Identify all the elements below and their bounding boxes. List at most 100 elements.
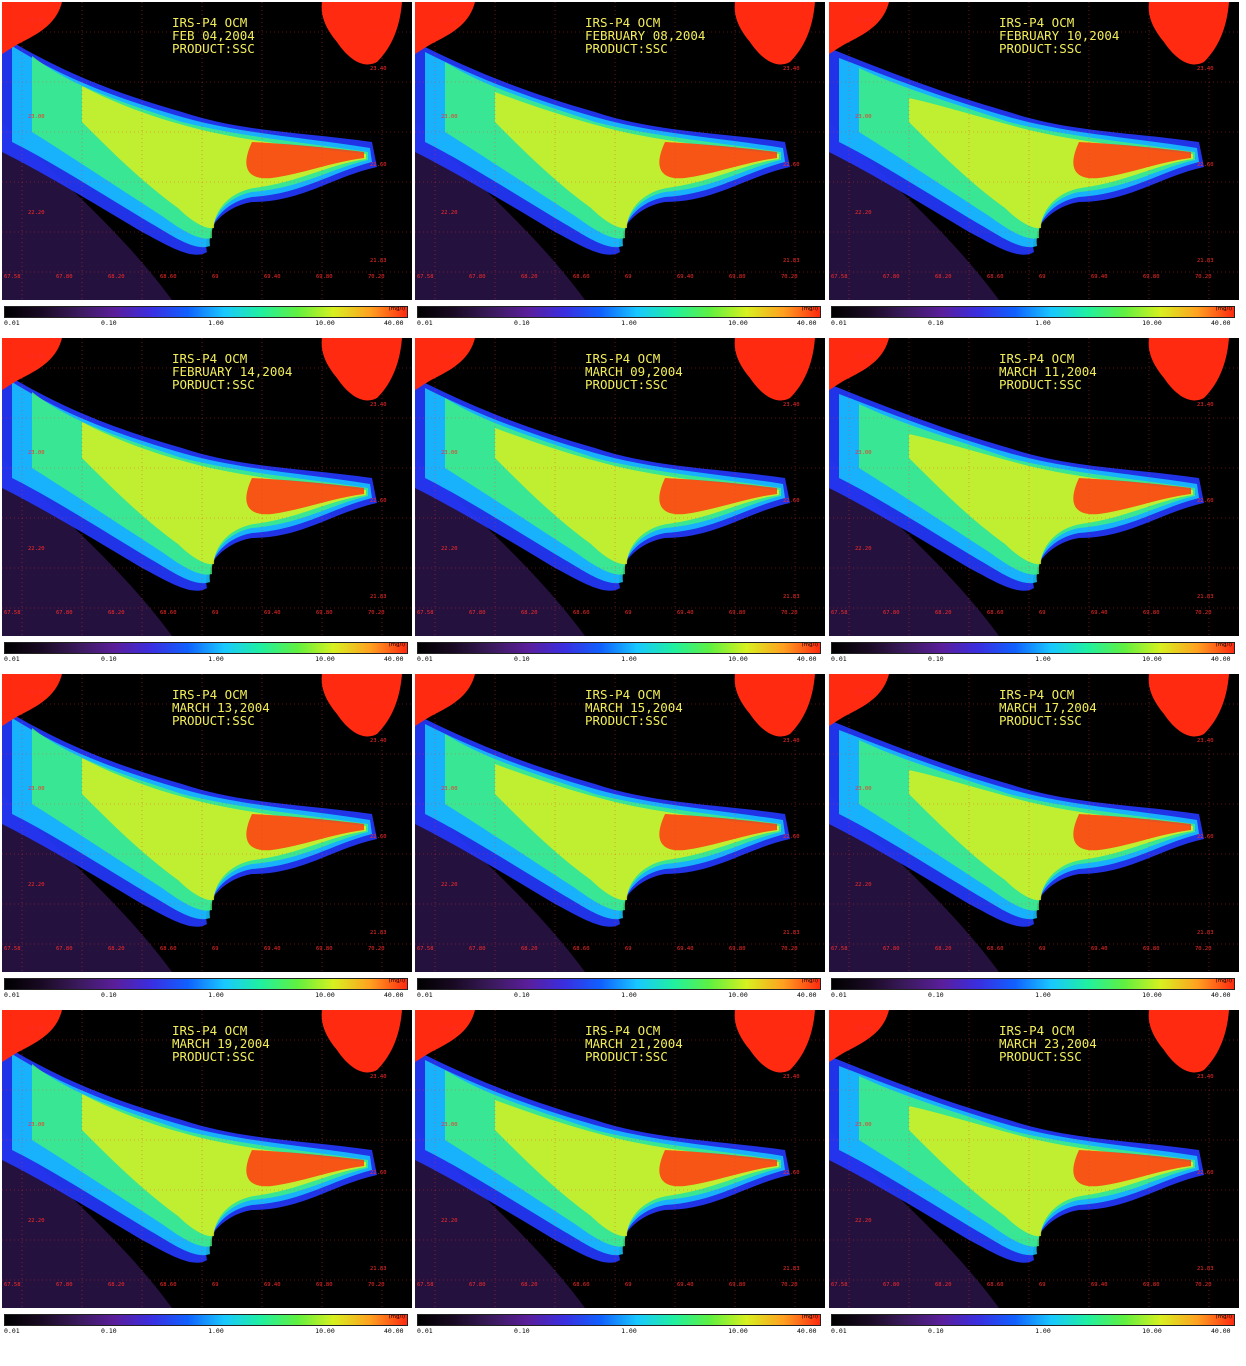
ssc-concentration-band [1073, 142, 1191, 179]
longitude-label: 68.20 [108, 274, 125, 280]
caption-date: FEBRUARY 10,2004 [999, 28, 1120, 43]
ssc-map-graphic: 67.58 67.80 68.20 68.60 69 69.40 69.80 70.20 23.… [415, 338, 825, 636]
latitude-label: 23.80 [441, 354, 458, 360]
ssc-concentration-band [659, 1150, 777, 1187]
longitude-label: 67.58 [417, 274, 434, 280]
longitude-label: 69 [625, 274, 632, 280]
ssc-map: 67.58 67.80 68.20 68.60 69 69.40 69.80 70.20 23.… [415, 2, 825, 300]
land-mass-northeast [734, 1010, 815, 1073]
colorbar-ticks: 0.01 0.10 1.00 10.00 40.00 [417, 318, 821, 328]
latitude-label: 22.60 [370, 498, 387, 504]
longitude-label: 67.80 [883, 946, 900, 952]
latitude-label: 23.80 [855, 18, 872, 24]
latitude-label: 21.83 [1197, 1266, 1214, 1272]
colorbar-tick-label: 0.01 [831, 655, 847, 663]
ssc-map: 67.58 67.80 68.20 68.60 69 69.40 69.80 70.20 23.… [829, 2, 1239, 300]
caption-date: MARCH 11,2004 [999, 364, 1097, 379]
latitude-label: 23.80 [28, 690, 45, 696]
longitude-label: 69.80 [1143, 1282, 1160, 1288]
colorbar-tick-label: 40.00 [797, 1327, 817, 1335]
latitude-label: 23.80 [855, 354, 872, 360]
ssc-concentration-band [659, 142, 777, 179]
caption-product: PRODUCT:SSC [172, 713, 255, 728]
ssc-panel: 67.58 67.80 68.20 68.60 69 69.40 69.80 70.20 23.… [2, 338, 412, 668]
colorbar-tick-label: 0.10 [101, 1327, 117, 1335]
panel-caption: IRS-P4 OCM MARCH 21,2004 PRODUCT:SSC [585, 1024, 683, 1063]
caption-date: FEBRUARY 14,2004 [172, 364, 293, 379]
land-mass-northwest [2, 674, 62, 726]
land-mass-northeast [1148, 1010, 1229, 1073]
latitude-label: 22.60 [1197, 498, 1214, 504]
longitude-label: 69.80 [729, 946, 746, 952]
ssc-panel: 67.58 67.80 68.20 68.60 69 69.40 69.80 70.20 23.… [415, 674, 825, 1004]
colorbar-unit: (mg/l) [801, 978, 818, 984]
colorbar-unit: (mg/l) [1215, 1314, 1232, 1320]
colorbar-tick-label: 1.00 [621, 991, 637, 999]
latitude-label: 23.40 [370, 1074, 387, 1080]
longitude-label: 69.40 [1091, 1282, 1108, 1288]
latitude-label: 23.80 [855, 1026, 872, 1032]
colorbar-tick-label: 10.00 [1142, 991, 1162, 999]
colorbar-tick-label: 0.10 [514, 1327, 530, 1335]
longitude-label: 69.40 [264, 610, 281, 616]
latitude-label: 23.40 [370, 738, 387, 744]
ssc-map: 67.58 67.80 68.20 68.60 69 69.40 69.80 70.20 23.… [415, 674, 825, 972]
panel-caption: IRS-P4 OCM MARCH 09,2004 PRODUCT:SSC [585, 352, 683, 391]
colorbar-unit: (mg/l) [801, 306, 818, 312]
colorbar-gradient: (mg/l) [4, 978, 408, 990]
ssc-panel: 67.58 67.80 68.20 68.60 69 69.40 69.80 70.20 23.… [829, 2, 1239, 332]
longitude-label: 68.60 [987, 946, 1004, 952]
colorbar: (mg/l) 0.01 0.10 1.00 10.00 40.00 [831, 978, 1235, 1000]
colorbar: (mg/l) 0.01 0.10 1.00 10.00 40.00 [417, 1314, 821, 1336]
colorbar-tick-label: 0.10 [101, 319, 117, 327]
longitude-label: 70.20 [1195, 274, 1212, 280]
colorbar-ticks: 0.01 0.10 1.00 10.00 40.00 [831, 990, 1235, 1000]
longitude-label: 68.20 [521, 1282, 538, 1288]
longitude-label: 69.40 [677, 946, 694, 952]
longitude-label: 69.40 [677, 1282, 694, 1288]
longitude-label: 70.20 [781, 946, 798, 952]
ssc-concentration-band [246, 478, 364, 515]
ssc-map-graphic: 67.58 67.80 68.20 68.60 69 69.40 69.80 70.20 23.… [415, 674, 825, 972]
ssc-concentration-band [246, 142, 364, 179]
colorbar-ticks: 0.01 0.10 1.00 10.00 40.00 [4, 990, 408, 1000]
longitude-label: 69.80 [1143, 946, 1160, 952]
longitude-label: 67.58 [4, 1282, 21, 1288]
ssc-panel: 67.58 67.80 68.20 68.60 69 69.40 69.80 70.20 23.… [415, 338, 825, 668]
latitude-label: 23.00 [441, 114, 458, 120]
colorbar: (mg/l) 0.01 0.10 1.00 10.00 40.00 [4, 1314, 408, 1336]
longitude-label: 69 [625, 1282, 632, 1288]
ssc-concentration-band [909, 770, 1193, 901]
latitude-label: 21.83 [370, 1266, 387, 1272]
colorbar-tick-label: 10.00 [728, 1327, 748, 1335]
longitude-label: 67.80 [883, 274, 900, 280]
latitude-label: 21.83 [1197, 258, 1214, 264]
colorbar-tick-label: 1.00 [1035, 655, 1051, 663]
latitude-label: 22.20 [441, 210, 458, 216]
longitude-label: 68.20 [521, 610, 538, 616]
longitude-label: 67.80 [56, 610, 73, 616]
longitude-label: 69 [212, 274, 219, 280]
ssc-map: 67.58 67.80 68.20 68.60 69 69.40 69.80 70.20 23.… [2, 674, 412, 972]
longitude-label: 69.80 [729, 610, 746, 616]
caption-sensor: IRS-P4 OCM [585, 687, 661, 702]
longitude-label: 69.40 [264, 946, 281, 952]
ssc-concentration-band [909, 98, 1193, 229]
longitude-label: 68.60 [160, 610, 177, 616]
caption-product: PRODUCT:SSC [172, 1049, 255, 1064]
land-mass-northwest [415, 338, 475, 390]
colorbar-tick-label: 0.01 [831, 319, 847, 327]
colorbar-tick-label: 0.01 [4, 655, 20, 663]
longitude-label: 69.80 [729, 274, 746, 280]
latitude-label: 22.60 [1197, 1170, 1214, 1176]
ssc-map: 67.58 67.80 68.20 68.60 69 69.40 69.80 70.20 23.… [415, 338, 825, 636]
latitude-label: 21.83 [370, 258, 387, 264]
longitude-label: 69.40 [1091, 946, 1108, 952]
colorbar-tick-label: 40.00 [384, 991, 404, 999]
land-mass-northwest [829, 338, 889, 390]
caption-date: MARCH 19,2004 [172, 1036, 270, 1051]
latitude-label: 23.40 [783, 66, 800, 72]
land-mass-northeast [734, 674, 815, 737]
longitude-label: 69.40 [677, 274, 694, 280]
caption-sensor: IRS-P4 OCM [585, 1023, 661, 1038]
